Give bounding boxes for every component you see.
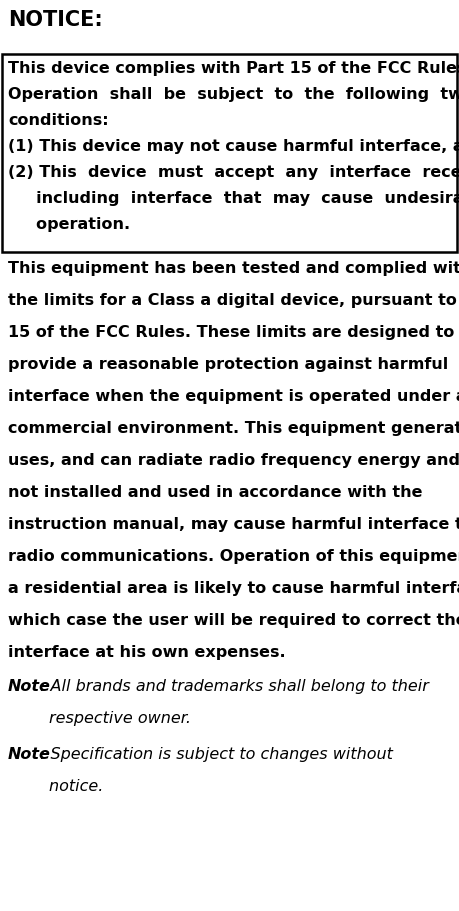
Text: instruction manual, may cause harmful interface to: instruction manual, may cause harmful in… bbox=[8, 517, 459, 531]
Bar bbox=[2, 55, 457, 252]
Text: : Specification is subject to changes without: : Specification is subject to changes wi… bbox=[40, 746, 393, 762]
Text: radio communications. Operation of this equipment in: radio communications. Operation of this … bbox=[8, 548, 459, 563]
Text: This device complies with Part 15 of the FCC Rules.: This device complies with Part 15 of the… bbox=[8, 61, 459, 76]
Text: 15 of the FCC Rules. These limits are designed to: 15 of the FCC Rules. These limits are de… bbox=[8, 324, 454, 340]
Text: : All brands and trademarks shall belong to their: : All brands and trademarks shall belong… bbox=[40, 679, 429, 693]
Text: including  interface  that  may  cause  undesirable: including interface that may cause undes… bbox=[8, 190, 459, 206]
Text: Note: Note bbox=[8, 679, 51, 693]
Text: Operation  shall  be  subject  to  the  following  two: Operation shall be subject to the follow… bbox=[8, 87, 459, 102]
Text: (1) This device may not cause harmful interface, and: (1) This device may not cause harmful in… bbox=[8, 138, 459, 154]
Text: a residential area is likely to cause harmful interface in: a residential area is likely to cause ha… bbox=[8, 580, 459, 596]
Text: commercial environment. This equipment generates,: commercial environment. This equipment g… bbox=[8, 421, 459, 435]
Text: not installed and used in accordance with the: not installed and used in accordance wit… bbox=[8, 485, 422, 499]
Text: notice.: notice. bbox=[8, 778, 103, 793]
Text: This equipment has been tested and complied with: This equipment has been tested and compl… bbox=[8, 261, 459, 276]
Text: NOTICE:: NOTICE: bbox=[8, 10, 103, 30]
Text: uses, and can radiate radio frequency energy and, if: uses, and can radiate radio frequency en… bbox=[8, 453, 459, 467]
Text: respective owner.: respective owner. bbox=[8, 711, 191, 725]
Text: interface when the equipment is operated under a: interface when the equipment is operated… bbox=[8, 389, 459, 404]
Text: operation.: operation. bbox=[8, 217, 130, 231]
Text: provide a reasonable protection against harmful: provide a reasonable protection against … bbox=[8, 356, 448, 372]
Text: (2) This  device  must  accept  any  interface  received,: (2) This device must accept any interfac… bbox=[8, 165, 459, 179]
Text: interface at his own expenses.: interface at his own expenses. bbox=[8, 644, 285, 660]
Text: conditions:: conditions: bbox=[8, 113, 109, 128]
Text: the limits for a Class a digital device, pursuant to Part: the limits for a Class a digital device,… bbox=[8, 292, 459, 308]
Text: Note: Note bbox=[8, 746, 51, 762]
Text: which case the user will be required to correct the: which case the user will be required to … bbox=[8, 612, 459, 628]
